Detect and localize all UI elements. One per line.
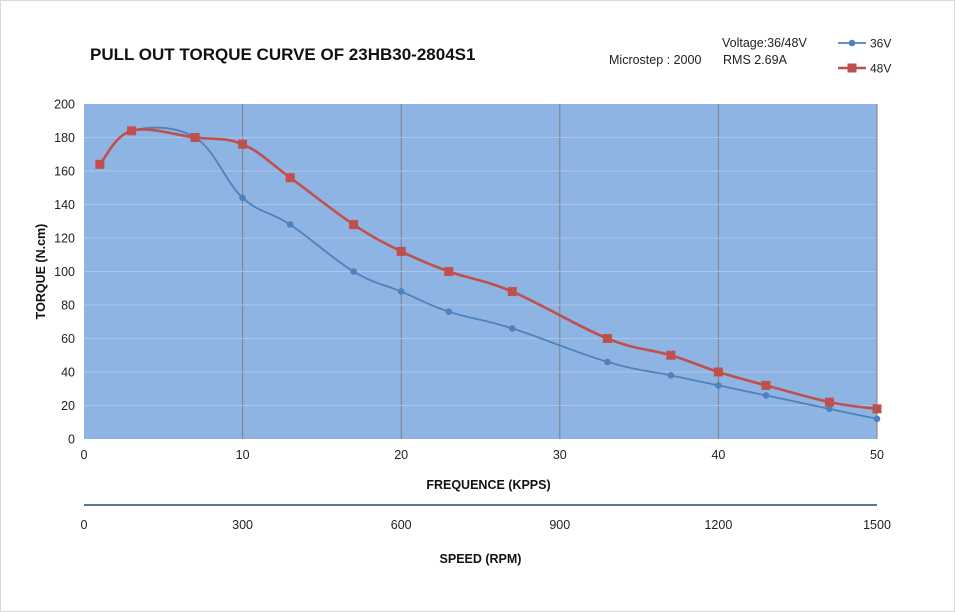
point-36v [508, 325, 516, 332]
series-line-48v [98, 128, 878, 411]
secondary-tick-label: 600 [391, 518, 412, 532]
point-36v [445, 308, 453, 316]
point-48v [349, 220, 359, 230]
point-36v [873, 415, 881, 423]
legend: 36V 48V [838, 37, 891, 76]
y-tick-label: 0 [68, 433, 75, 447]
x-tick-label: 0 [81, 448, 88, 462]
secondary-tick-labels: 0 300 600 900 1200 1500 [81, 518, 891, 532]
point-36v [667, 372, 675, 379]
y-tick-label: 100 [54, 265, 75, 279]
y-axis-label: TORQUE (N.cm) [34, 224, 48, 320]
chart-title: PULL OUT TORQUE CURVE OF 23HB30-2804S1 [90, 45, 475, 64]
point-48v [761, 380, 771, 390]
x-tick-label: 50 [870, 448, 884, 462]
x-tick-label: 20 [394, 448, 408, 462]
point-36v [239, 194, 246, 202]
legend-label-36v: 36V [870, 37, 891, 51]
y-tick-label: 160 [54, 165, 75, 179]
point-48v [396, 246, 406, 256]
x-tick-label: 40 [711, 448, 725, 462]
point-48v [602, 334, 612, 343]
legend-marker-48v [847, 63, 857, 73]
y-tick-labels: 0 20 40 60 80 100 120 140 160 180 200 [54, 98, 75, 447]
point-36v [286, 221, 294, 228]
x-tick-label: 30 [553, 448, 567, 462]
secondary-tick-label: 0 [81, 518, 88, 532]
y-tick-label: 80 [61, 299, 75, 313]
secondary-axis-label: SPEED (RPM) [440, 552, 522, 566]
point-48v [95, 159, 105, 169]
point-48v [285, 173, 295, 183]
series-lines [95, 126, 882, 423]
secondary-tick-label: 1200 [704, 518, 732, 532]
y-tick-label: 200 [54, 98, 75, 112]
microstep-note: Microstep : 2000 [609, 53, 701, 67]
y-tick-label: 60 [61, 332, 75, 346]
secondary-tick-label: 900 [549, 518, 570, 532]
grid-lines [84, 104, 878, 439]
point-36v [604, 358, 611, 366]
y-tick-label: 180 [54, 131, 75, 145]
point-48v [872, 404, 882, 414]
x-axis-label: FREQUENCE (KPPS) [426, 478, 550, 492]
point-36v [715, 382, 722, 389]
legend-label-48v: 48V [870, 62, 891, 76]
legend-marker-36v [848, 39, 856, 47]
secondary-tick-label: 1500 [863, 518, 891, 532]
x-tick-label: 10 [236, 448, 250, 462]
y-tick-label: 140 [54, 198, 75, 212]
y-tick-label: 40 [61, 366, 75, 380]
point-48v [666, 350, 676, 360]
x-tick-labels: 0 10 20 30 40 50 [81, 448, 884, 462]
point-48v [713, 367, 723, 377]
point-36v [826, 405, 833, 413]
point-48v [824, 397, 834, 407]
point-36v [397, 288, 405, 295]
voltage-note: Voltage:36/48V [722, 36, 807, 50]
point-48v [190, 133, 200, 142]
point-48v [507, 287, 517, 297]
series-line-36v [99, 126, 878, 420]
rms-note: RMS 2.69A [723, 53, 788, 67]
point-48v [238, 139, 248, 149]
y-tick-label: 20 [61, 399, 75, 413]
y-tick-label: 120 [54, 232, 75, 246]
secondary-tick-label: 300 [232, 518, 253, 532]
point-36v [350, 268, 357, 275]
point-48v [127, 126, 137, 136]
point-48v [444, 267, 454, 276]
point-36v [762, 392, 770, 399]
